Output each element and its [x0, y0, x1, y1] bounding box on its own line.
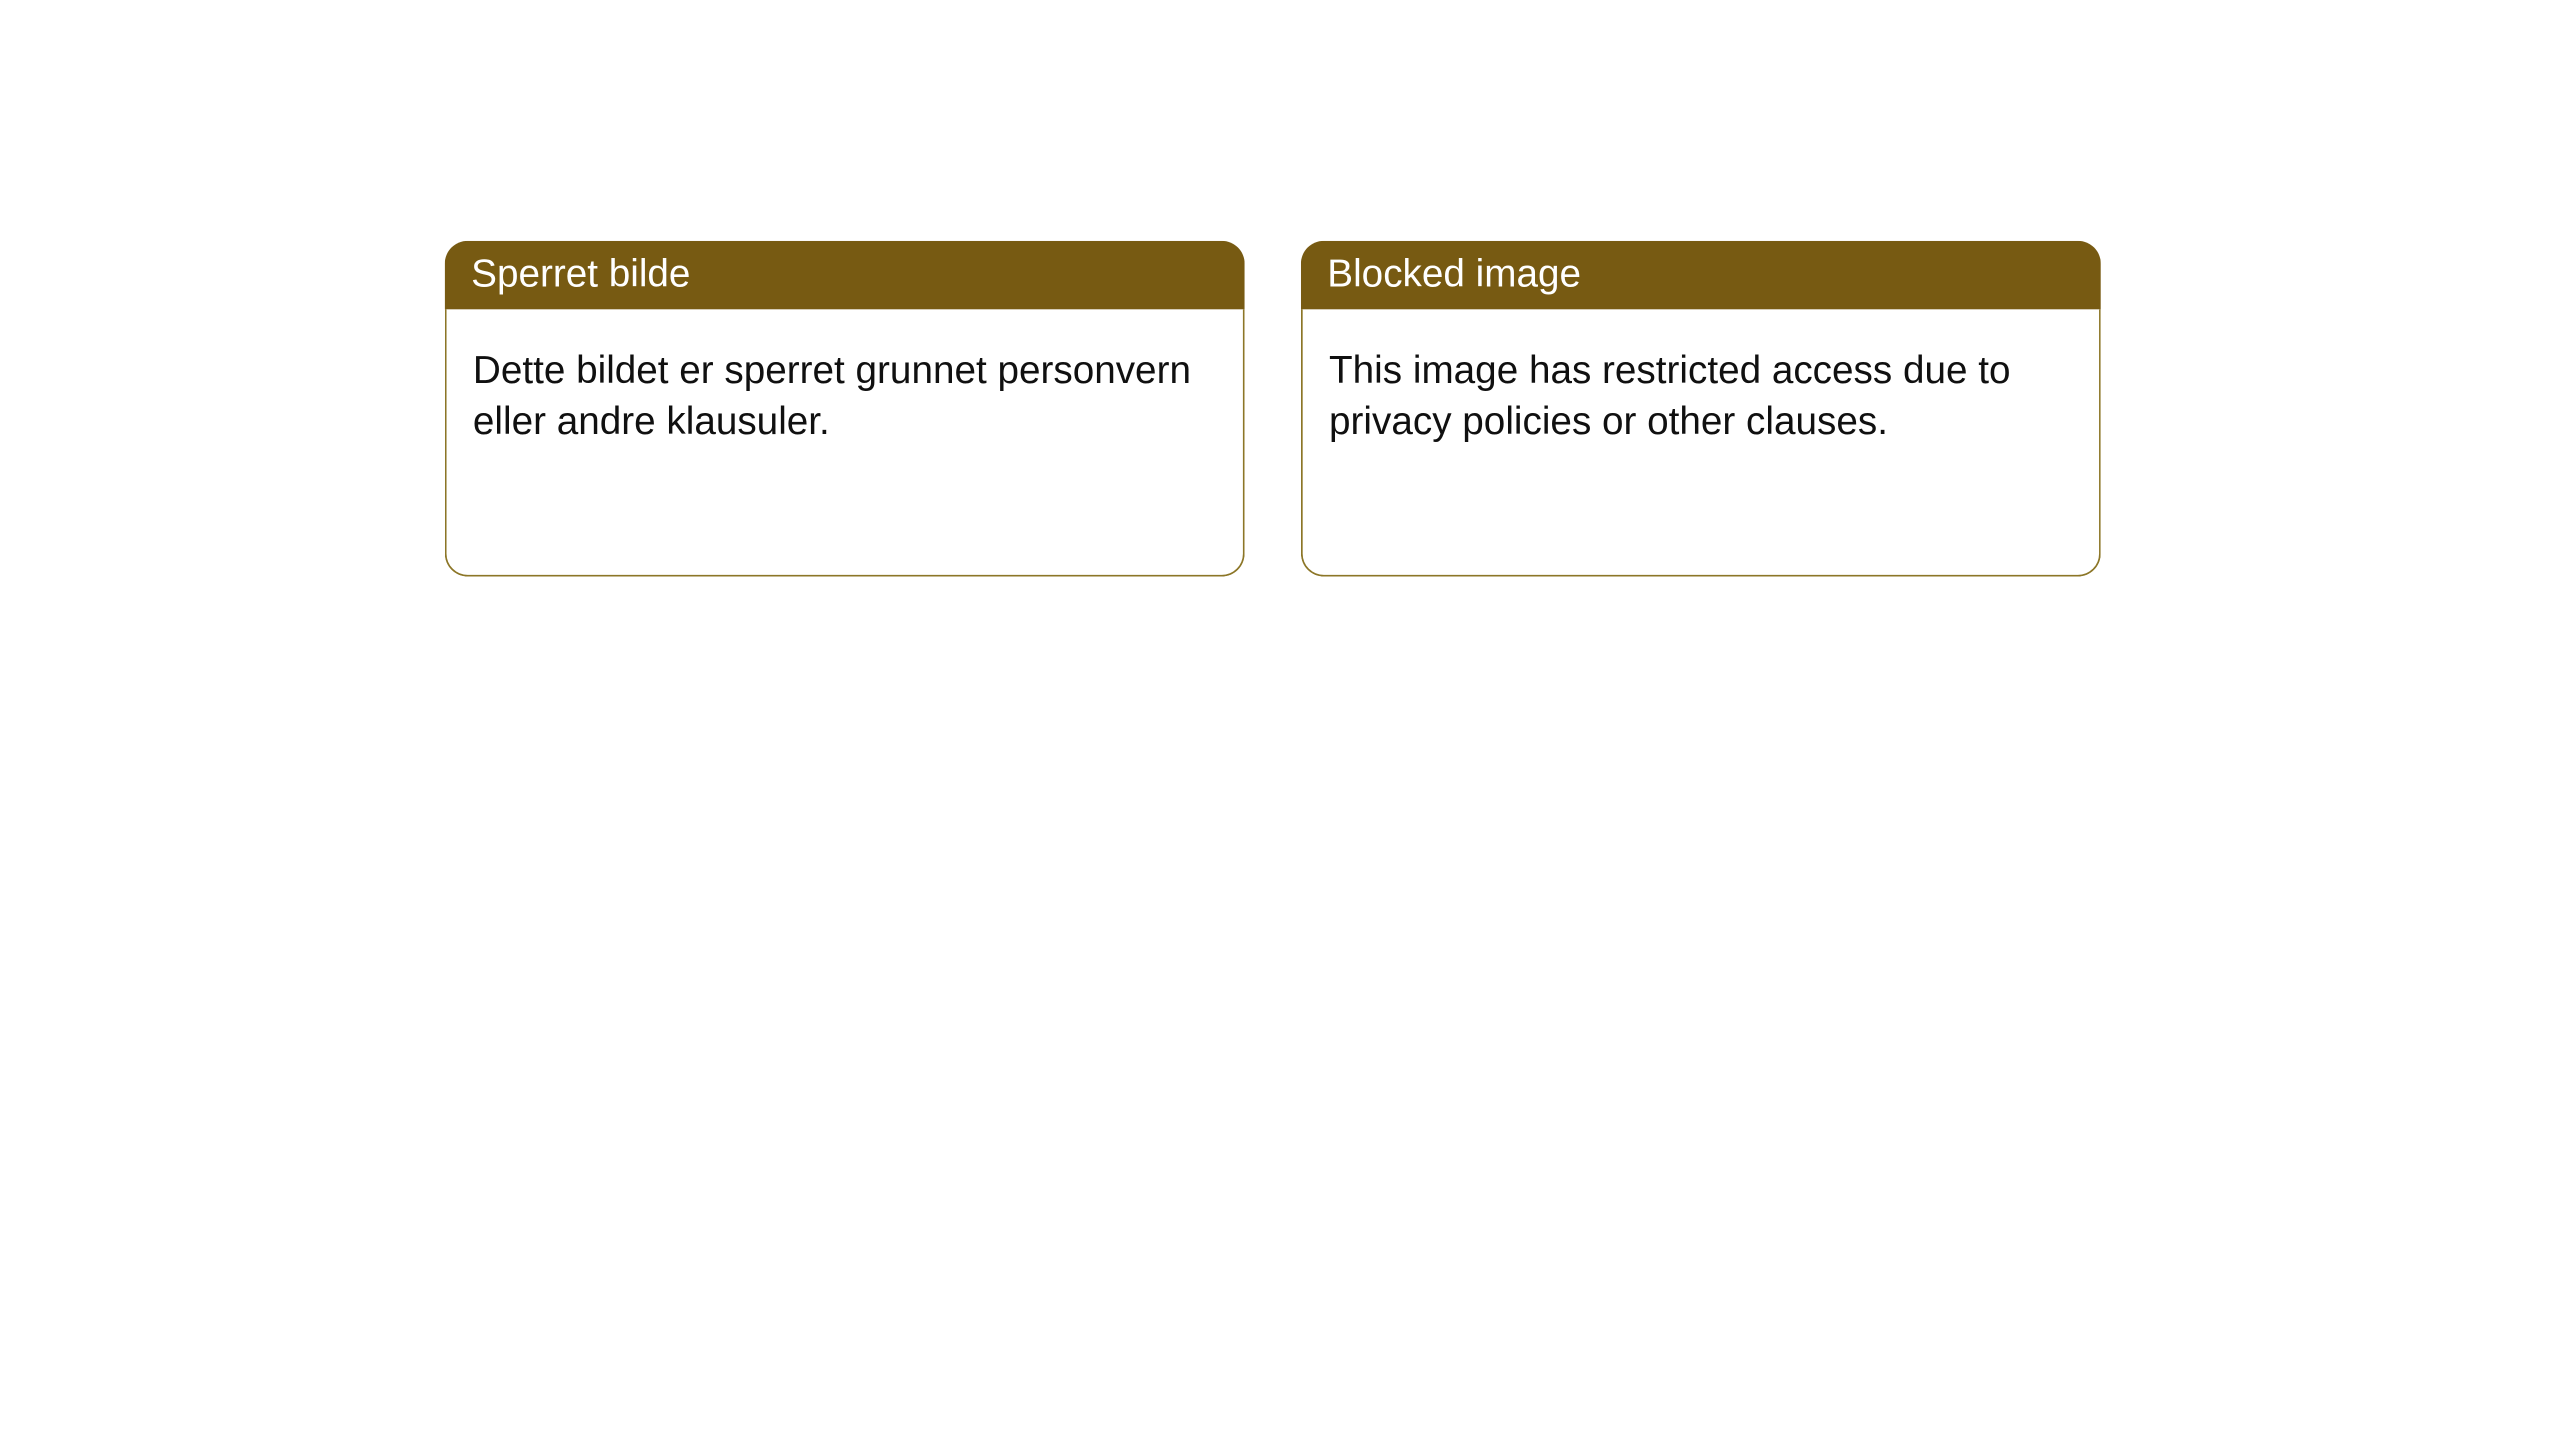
card-blocked-no: Sperret bilde Dette bildet er sperret gr…	[445, 241, 1245, 577]
card-header-no: Sperret bilde	[445, 241, 1245, 310]
card-header-en: Blocked image	[1301, 241, 2101, 310]
cards-container: Sperret bilde Dette bildet er sperret gr…	[0, 0, 2560, 577]
card-blocked-en: Blocked image This image has restricted …	[1301, 241, 2101, 577]
card-body-no: Dette bildet er sperret grunnet personve…	[445, 310, 1245, 577]
viewport: Sperret bilde Dette bildet er sperret gr…	[0, 0, 2560, 1440]
card-body-en: This image has restricted access due to …	[1301, 310, 2101, 577]
